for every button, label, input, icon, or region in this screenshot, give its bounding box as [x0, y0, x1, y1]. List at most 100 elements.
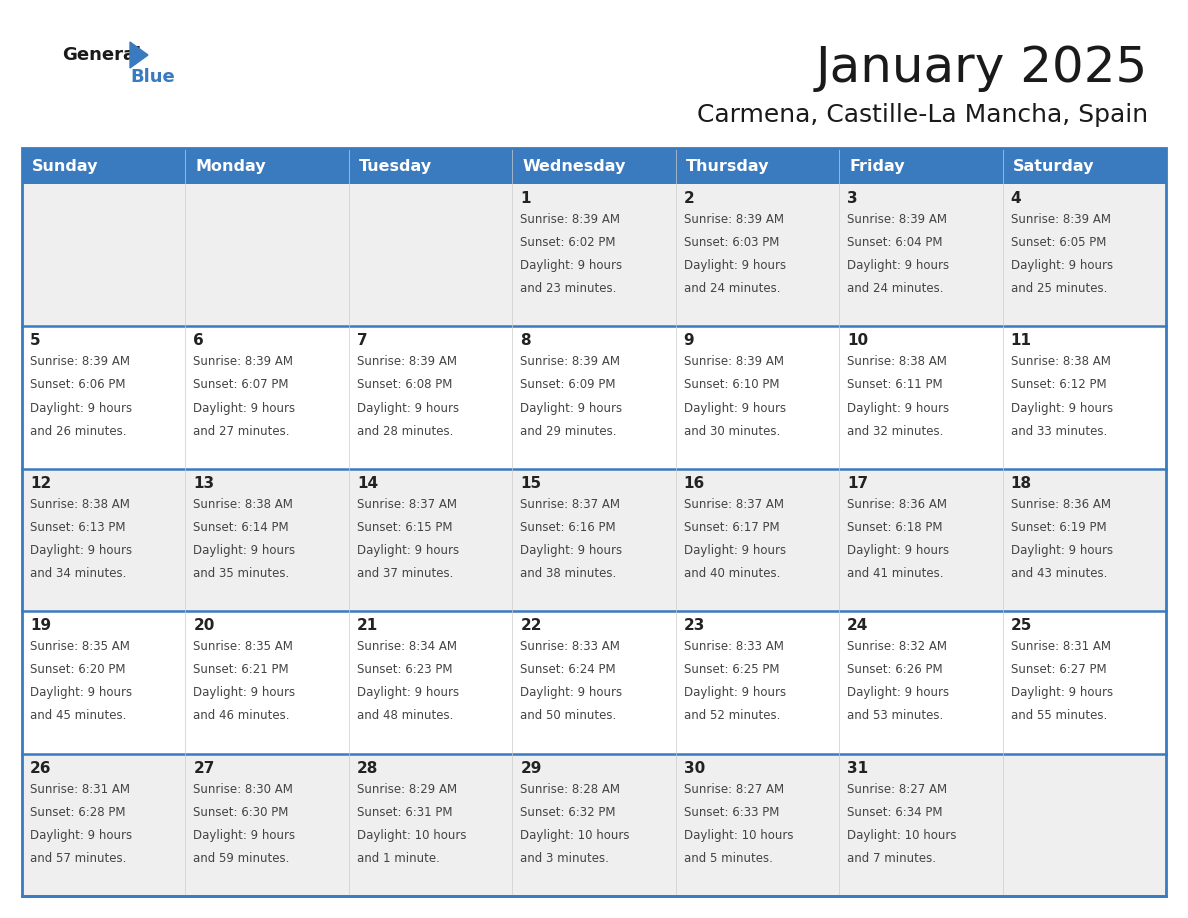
Text: Sunset: 6:21 PM: Sunset: 6:21 PM: [194, 664, 289, 677]
Text: 12: 12: [30, 476, 51, 491]
Bar: [23, 148, 1165, 896]
Text: Sunrise: 8:33 AM: Sunrise: 8:33 AM: [520, 640, 620, 654]
Text: Saturday: Saturday: [1012, 159, 1094, 174]
Text: Sunrise: 8:39 AM: Sunrise: 8:39 AM: [520, 213, 620, 226]
Text: Daylight: 9 hours: Daylight: 9 hours: [684, 259, 785, 272]
Text: Sunrise: 8:38 AM: Sunrise: 8:38 AM: [194, 498, 293, 510]
Text: Sunset: 6:17 PM: Sunset: 6:17 PM: [684, 521, 779, 534]
Text: Thursday: Thursday: [685, 159, 769, 174]
Text: Sunset: 6:02 PM: Sunset: 6:02 PM: [520, 236, 615, 249]
Text: Sunrise: 8:39 AM: Sunrise: 8:39 AM: [30, 355, 129, 368]
Bar: [23, 469, 1165, 611]
Text: and 37 minutes.: and 37 minutes.: [356, 567, 454, 580]
Text: and 50 minutes.: and 50 minutes.: [520, 710, 617, 722]
Text: Daylight: 9 hours: Daylight: 9 hours: [356, 544, 459, 557]
Text: 26: 26: [30, 761, 51, 776]
Text: Sunset: 6:30 PM: Sunset: 6:30 PM: [194, 806, 289, 819]
Text: 27: 27: [194, 761, 215, 776]
Text: Daylight: 9 hours: Daylight: 9 hours: [684, 401, 785, 415]
Text: and 41 minutes.: and 41 minutes.: [847, 567, 943, 580]
Text: Sunrise: 8:37 AM: Sunrise: 8:37 AM: [356, 498, 457, 510]
Text: 20: 20: [194, 618, 215, 633]
Text: Sunrise: 8:36 AM: Sunrise: 8:36 AM: [847, 498, 947, 510]
Text: Sunset: 6:16 PM: Sunset: 6:16 PM: [520, 521, 615, 534]
Text: and 3 minutes.: and 3 minutes.: [520, 852, 609, 865]
Text: Sunset: 6:05 PM: Sunset: 6:05 PM: [1011, 236, 1106, 249]
Text: Sunrise: 8:38 AM: Sunrise: 8:38 AM: [847, 355, 947, 368]
Text: Daylight: 9 hours: Daylight: 9 hours: [30, 544, 132, 557]
Text: Sunset: 6:26 PM: Sunset: 6:26 PM: [847, 664, 943, 677]
Text: 3: 3: [847, 191, 858, 206]
Text: 11: 11: [1011, 333, 1031, 349]
Text: and 43 minutes.: and 43 minutes.: [1011, 567, 1107, 580]
Text: Sunrise: 8:39 AM: Sunrise: 8:39 AM: [194, 355, 293, 368]
Text: Daylight: 9 hours: Daylight: 9 hours: [356, 687, 459, 700]
Text: Sunset: 6:27 PM: Sunset: 6:27 PM: [1011, 664, 1106, 677]
Text: Sunset: 6:10 PM: Sunset: 6:10 PM: [684, 378, 779, 391]
Text: Daylight: 9 hours: Daylight: 9 hours: [847, 401, 949, 415]
Text: January 2025: January 2025: [816, 44, 1148, 92]
Text: Daylight: 9 hours: Daylight: 9 hours: [847, 544, 949, 557]
Text: Daylight: 9 hours: Daylight: 9 hours: [1011, 687, 1113, 700]
Text: 15: 15: [520, 476, 542, 491]
Text: Sunrise: 8:37 AM: Sunrise: 8:37 AM: [520, 498, 620, 510]
Text: Sunrise: 8:39 AM: Sunrise: 8:39 AM: [684, 355, 784, 368]
Text: Daylight: 9 hours: Daylight: 9 hours: [520, 544, 623, 557]
Text: 13: 13: [194, 476, 215, 491]
Text: Daylight: 10 hours: Daylight: 10 hours: [847, 829, 956, 842]
Text: Sunset: 6:33 PM: Sunset: 6:33 PM: [684, 806, 779, 819]
Text: Sunrise: 8:38 AM: Sunrise: 8:38 AM: [1011, 355, 1111, 368]
Text: and 38 minutes.: and 38 minutes.: [520, 567, 617, 580]
Text: 22: 22: [520, 618, 542, 633]
Text: and 59 minutes.: and 59 minutes.: [194, 852, 290, 865]
Text: Daylight: 9 hours: Daylight: 9 hours: [520, 259, 623, 272]
Text: Daylight: 9 hours: Daylight: 9 hours: [520, 687, 623, 700]
Text: 31: 31: [847, 761, 868, 776]
Text: 30: 30: [684, 761, 704, 776]
Text: Sunset: 6:06 PM: Sunset: 6:06 PM: [30, 378, 126, 391]
Text: Sunset: 6:13 PM: Sunset: 6:13 PM: [30, 521, 126, 534]
Text: Sunset: 6:11 PM: Sunset: 6:11 PM: [847, 378, 943, 391]
Text: and 52 minutes.: and 52 minutes.: [684, 710, 781, 722]
Text: Sunset: 6:04 PM: Sunset: 6:04 PM: [847, 236, 942, 249]
Text: Daylight: 9 hours: Daylight: 9 hours: [194, 544, 296, 557]
Text: 24: 24: [847, 618, 868, 633]
Text: Daylight: 9 hours: Daylight: 9 hours: [1011, 401, 1113, 415]
Text: and 24 minutes.: and 24 minutes.: [684, 282, 781, 296]
Text: and 1 minute.: and 1 minute.: [356, 852, 440, 865]
Text: Sunset: 6:28 PM: Sunset: 6:28 PM: [30, 806, 126, 819]
Text: Sunset: 6:18 PM: Sunset: 6:18 PM: [847, 521, 942, 534]
Text: and 34 minutes.: and 34 minutes.: [30, 567, 126, 580]
Text: and 26 minutes.: and 26 minutes.: [30, 425, 126, 438]
Text: and 57 minutes.: and 57 minutes.: [30, 852, 126, 865]
Text: 10: 10: [847, 333, 868, 349]
Text: Sunrise: 8:35 AM: Sunrise: 8:35 AM: [194, 640, 293, 654]
Text: Monday: Monday: [196, 159, 266, 174]
Text: Sunrise: 8:37 AM: Sunrise: 8:37 AM: [684, 498, 784, 510]
Text: Sunday: Sunday: [32, 159, 99, 174]
Text: Sunset: 6:31 PM: Sunset: 6:31 PM: [356, 806, 453, 819]
Text: Sunrise: 8:35 AM: Sunrise: 8:35 AM: [30, 640, 129, 654]
Text: and 33 minutes.: and 33 minutes.: [1011, 425, 1107, 438]
Text: Tuesday: Tuesday: [359, 159, 432, 174]
Text: Sunset: 6:34 PM: Sunset: 6:34 PM: [847, 806, 942, 819]
Text: Daylight: 9 hours: Daylight: 9 hours: [194, 829, 296, 842]
Text: Sunrise: 8:36 AM: Sunrise: 8:36 AM: [1011, 498, 1111, 510]
Text: Daylight: 9 hours: Daylight: 9 hours: [1011, 259, 1113, 272]
Text: Wednesday: Wednesday: [523, 159, 626, 174]
Text: Sunrise: 8:38 AM: Sunrise: 8:38 AM: [30, 498, 129, 510]
Text: Daylight: 10 hours: Daylight: 10 hours: [684, 829, 794, 842]
Text: Sunrise: 8:29 AM: Sunrise: 8:29 AM: [356, 783, 457, 796]
Text: Daylight: 9 hours: Daylight: 9 hours: [847, 259, 949, 272]
Text: 9: 9: [684, 333, 694, 349]
Text: 4: 4: [1011, 191, 1022, 206]
Text: 17: 17: [847, 476, 868, 491]
Text: Sunset: 6:12 PM: Sunset: 6:12 PM: [1011, 378, 1106, 391]
Text: and 23 minutes.: and 23 minutes.: [520, 282, 617, 296]
Text: Sunset: 6:32 PM: Sunset: 6:32 PM: [520, 806, 615, 819]
Text: and 40 minutes.: and 40 minutes.: [684, 567, 781, 580]
Text: Sunrise: 8:28 AM: Sunrise: 8:28 AM: [520, 783, 620, 796]
Text: 21: 21: [356, 618, 378, 633]
Text: Sunset: 6:08 PM: Sunset: 6:08 PM: [356, 378, 453, 391]
Text: and 5 minutes.: and 5 minutes.: [684, 852, 772, 865]
